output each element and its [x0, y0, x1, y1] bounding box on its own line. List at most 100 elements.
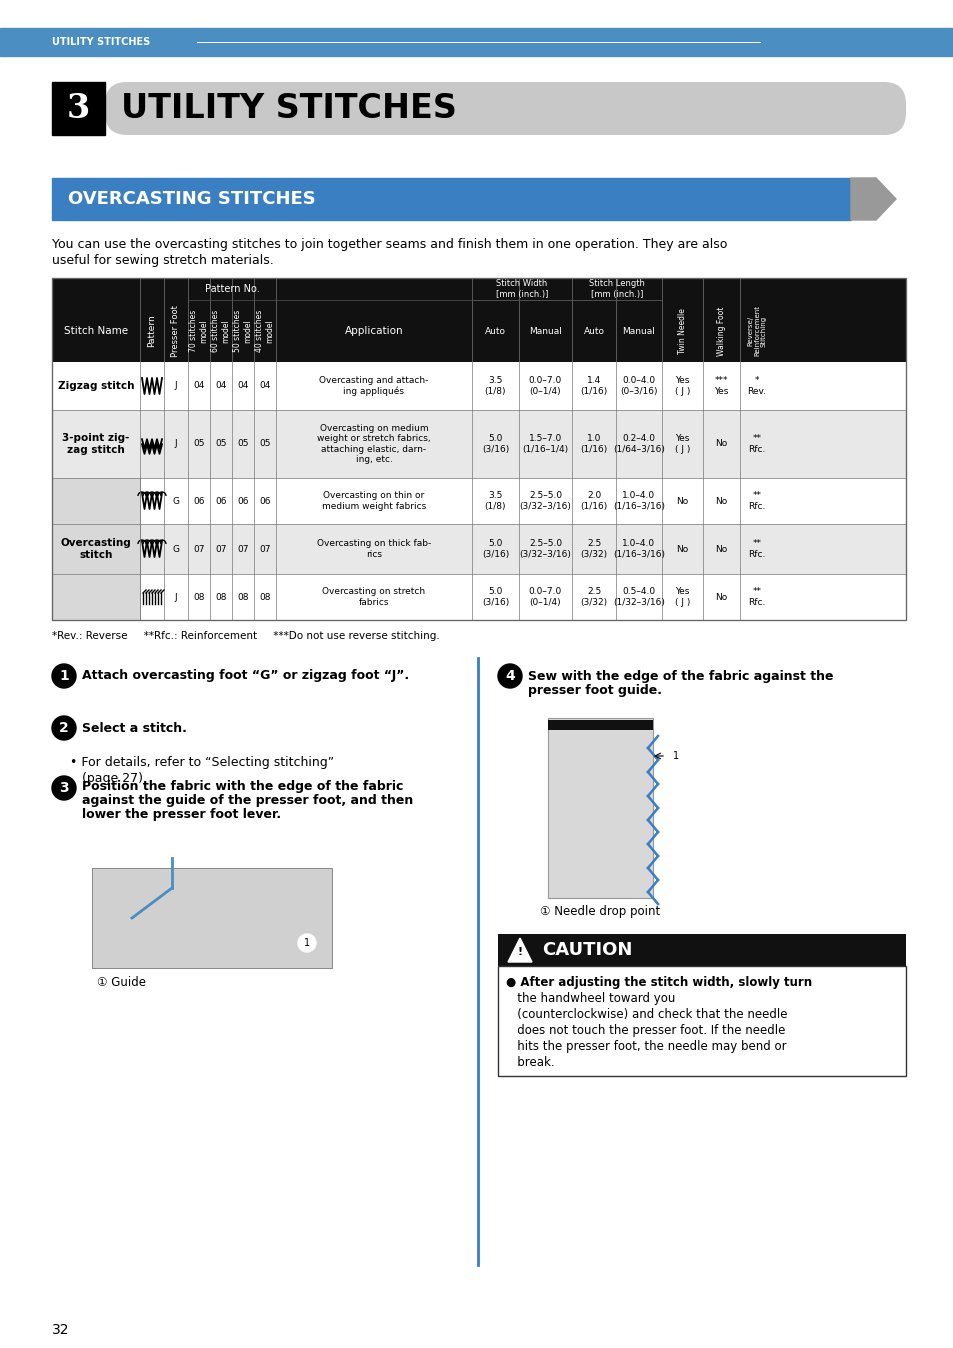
Bar [497, 967, 905, 1076]
Text: Yes
( J ): Yes ( J ) [674, 588, 689, 607]
Text: 40 stitches
model: 40 stitches model [255, 310, 274, 352]
Text: Sew with the edge of the fabric against the: Sew with the edge of the fabric against … [527, 670, 833, 683]
Text: useful for sewing stretch materials.: useful for sewing stretch materials. [52, 253, 274, 267]
Text: 08: 08 [193, 593, 205, 601]
Text: 3: 3 [59, 780, 69, 795]
Text: 70 stitches
model: 70 stitches model [189, 310, 209, 352]
FancyBboxPatch shape [105, 82, 905, 135]
Text: 08: 08 [237, 593, 249, 601]
Text: 06: 06 [259, 496, 271, 506]
Text: 08: 08 [215, 593, 227, 601]
Text: 3: 3 [67, 92, 90, 125]
Text: 0.2–4.0
(1/64–3/16): 0.2–4.0 (1/64–3/16) [613, 434, 664, 454]
Text: 2.5
(3/32): 2.5 (3/32) [579, 588, 607, 607]
Text: 2: 2 [59, 721, 69, 735]
Text: **
Rfc.: ** Rfc. [747, 434, 765, 454]
Text: 06: 06 [237, 496, 249, 506]
Text: • For details, refer to “Selecting stitching”: • For details, refer to “Selecting stitc… [70, 756, 334, 768]
Text: 5.0
(3/16): 5.0 (3/16) [481, 539, 509, 558]
Text: (page 27).: (page 27). [70, 772, 147, 785]
Text: Pattern No.: Pattern No. [204, 284, 259, 294]
Text: 5.0
(3/16): 5.0 (3/16) [481, 588, 509, 607]
Text: Auto: Auto [583, 326, 604, 336]
Text: Select a stitch.: Select a stitch. [82, 721, 187, 735]
Text: J: J [174, 439, 177, 449]
Bar [52, 278, 905, 363]
Text: 2.5–5.0
(3/32–3/16): 2.5–5.0 (3/32–3/16) [519, 491, 571, 511]
Bar [52, 82, 105, 135]
Text: break.: break. [505, 1055, 554, 1069]
Text: 3.5
(1/8): 3.5 (1/8) [484, 376, 506, 396]
Text: 32: 32 [52, 1322, 70, 1337]
Text: Yes
( J ): Yes ( J ) [674, 434, 689, 454]
Text: presser foot guide.: presser foot guide. [527, 683, 661, 697]
Text: against the guide of the presser foot, and then: against the guide of the presser foot, a… [82, 794, 413, 807]
Text: 05: 05 [259, 439, 271, 449]
Text: 2.5–5.0
(3/32–3/16): 2.5–5.0 (3/32–3/16) [519, 539, 571, 558]
Text: 04: 04 [215, 381, 227, 391]
Text: 4: 4 [504, 669, 515, 683]
Text: 08: 08 [259, 593, 271, 601]
Text: Presser Foot: Presser Foot [172, 305, 180, 357]
FancyArrow shape [850, 178, 895, 220]
Text: 50 stitches
model: 50 stitches model [233, 310, 253, 352]
Bar [0, 28, 953, 57]
Text: G: G [172, 496, 179, 506]
Circle shape [52, 665, 76, 687]
Text: No: No [715, 593, 727, 601]
Text: Overcasting
stitch: Overcasting stitch [61, 538, 132, 559]
Text: 2.5
(3/32): 2.5 (3/32) [579, 539, 607, 558]
Circle shape [52, 716, 76, 740]
Text: Yes
( J ): Yes ( J ) [674, 376, 689, 396]
Bar [52, 410, 905, 479]
Text: Manual: Manual [529, 326, 561, 336]
Text: 07: 07 [237, 545, 249, 554]
Polygon shape [507, 938, 532, 962]
Text: Attach overcasting foot “G” or zigzag foot “J”.: Attach overcasting foot “G” or zigzag fo… [82, 670, 409, 682]
Text: 1: 1 [672, 751, 679, 762]
Text: hits the presser foot, the needle may bend or: hits the presser foot, the needle may be… [505, 1041, 786, 1053]
Text: 06: 06 [193, 496, 205, 506]
Text: Walking Foot: Walking Foot [717, 306, 725, 356]
Text: Stitch Name: Stitch Name [64, 326, 128, 336]
Text: 1.5–7.0
(1/16–1/4): 1.5–7.0 (1/16–1/4) [522, 434, 568, 454]
Text: 05: 05 [193, 439, 205, 449]
Text: No: No [715, 439, 727, 449]
Text: No: No [715, 496, 727, 506]
Bar [52, 479, 140, 620]
Text: 07: 07 [259, 545, 271, 554]
Text: CAUTION: CAUTION [541, 941, 632, 958]
Text: UTILITY STITCHES: UTILITY STITCHES [121, 92, 456, 125]
Text: Overcasting and attach-
ing appliqués: Overcasting and attach- ing appliqués [319, 376, 428, 396]
Text: 05: 05 [215, 439, 227, 449]
Text: UTILITY STITCHES: UTILITY STITCHES [52, 36, 150, 47]
Text: You can use the overcasting stitches to join together seams and finish them in o: You can use the overcasting stitches to … [52, 239, 726, 251]
Text: 04: 04 [237, 381, 249, 391]
Text: G: G [172, 545, 179, 554]
Text: 05: 05 [237, 439, 249, 449]
Text: 04: 04 [193, 381, 205, 391]
Circle shape [666, 747, 684, 766]
Bar [52, 278, 905, 620]
Text: (counterclockwise) and check that the needle: (counterclockwise) and check that the ne… [505, 1008, 786, 1020]
Text: 5.0
(3/16): 5.0 (3/16) [481, 434, 509, 454]
Bar [547, 718, 652, 898]
Text: 1: 1 [59, 669, 69, 683]
Text: ① Guide: ① Guide [97, 976, 146, 988]
Text: 04: 04 [259, 381, 271, 391]
Text: Twin Needle: Twin Needle [678, 309, 686, 355]
Text: does not touch the presser foot. If the needle: does not touch the presser foot. If the … [505, 1024, 784, 1037]
Circle shape [497, 665, 521, 687]
Text: Pattern: Pattern [148, 314, 156, 348]
Text: Overcasting on thick fab-
rics: Overcasting on thick fab- rics [316, 539, 431, 558]
Text: 0.5–4.0
(1/32–3/16): 0.5–4.0 (1/32–3/16) [613, 588, 664, 607]
Text: Overcasting on thin or
medium weight fabrics: Overcasting on thin or medium weight fab… [321, 491, 426, 511]
Text: ● After adjusting the stitch width, slowly turn: ● After adjusting the stitch width, slow… [505, 976, 811, 989]
Text: 06: 06 [215, 496, 227, 506]
Text: *Rev.: Reverse     **Rfc.: Reinforcement     ***Do not use reverse stitching.: *Rev.: Reverse **Rfc.: Reinforcement ***… [52, 631, 439, 642]
Bar [52, 178, 850, 220]
Text: **
Rfc.: ** Rfc. [747, 491, 765, 511]
Text: 1.0
(1/16): 1.0 (1/16) [579, 434, 607, 454]
Text: **
Rfc.: ** Rfc. [747, 588, 765, 607]
Text: 1.0–4.0
(1/16–3/16): 1.0–4.0 (1/16–3/16) [613, 539, 664, 558]
